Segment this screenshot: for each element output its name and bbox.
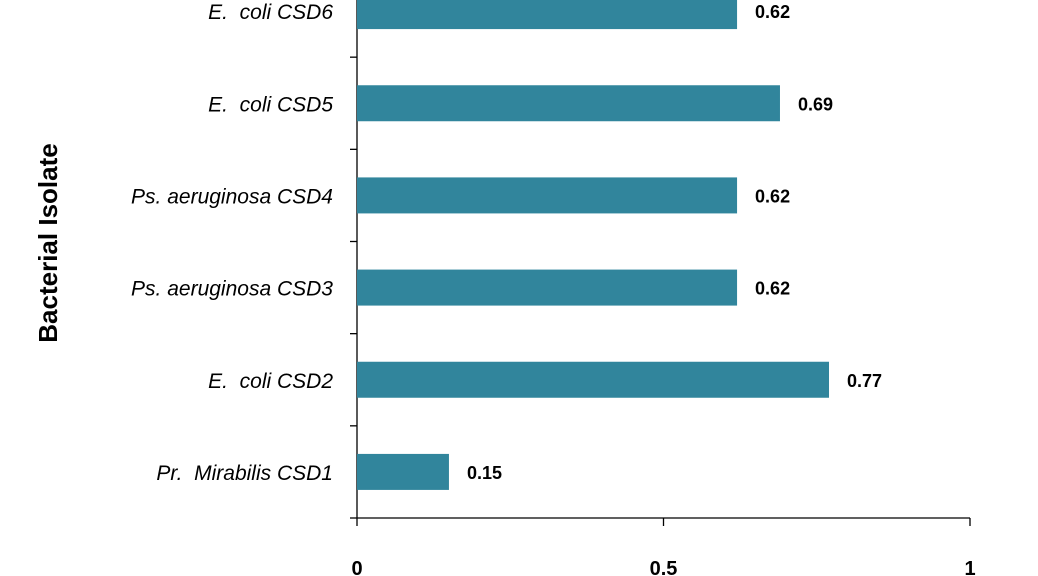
bar	[357, 0, 738, 30]
x-tick-label: 1	[964, 558, 975, 576]
labels: 0 0.5 1 0.62 E. coli CSD6 0.69 E. coli CSD5 0.6…	[131, 1, 976, 576]
category-label: E. coli CSD5	[208, 93, 333, 116]
category-label: Pr. Mirabilis CSD1	[156, 462, 333, 485]
bar	[357, 85, 780, 122]
x-tick-label: 0	[351, 558, 362, 576]
y-axis-title: Bacterial Isolate	[33, 143, 63, 342]
data-label: 0.62	[755, 186, 790, 206]
data-label: 0.15	[467, 463, 502, 483]
category-label: Ps. aeruginosa CSD4	[131, 185, 333, 208]
bar	[357, 453, 449, 490]
bar	[357, 361, 830, 398]
data-label: 0.69	[798, 94, 833, 114]
category-label: E. coli CSD2	[208, 370, 333, 393]
x-tick-label: 0.5	[650, 558, 678, 576]
data-label: 0.62	[755, 2, 790, 22]
category-label: Ps. aeruginosa CSD3	[131, 278, 333, 301]
axes	[350, 0, 971, 526]
bars	[357, 0, 830, 490]
data-label: 0.62	[755, 279, 790, 299]
bar	[357, 177, 738, 214]
bar	[357, 269, 738, 306]
data-label: 0.77	[847, 371, 882, 391]
category-label: E. coli CSD6	[208, 1, 333, 24]
